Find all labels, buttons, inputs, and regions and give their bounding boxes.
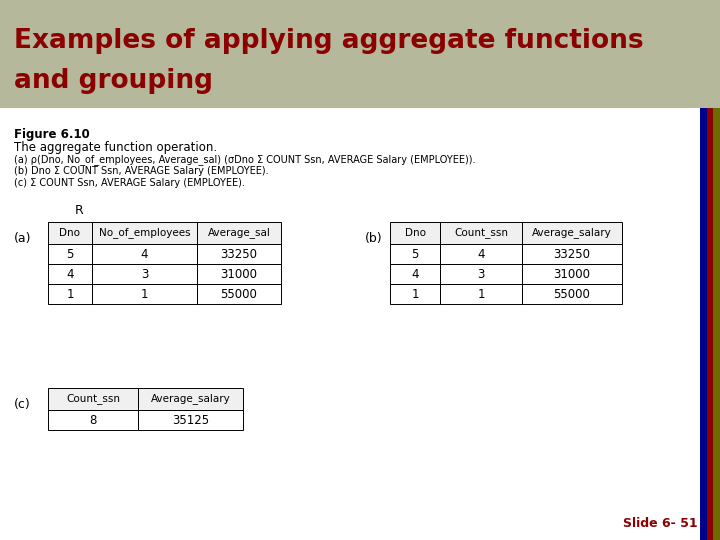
Text: 33250: 33250 [220,247,258,260]
Bar [390,222,440,244]
Text: 1: 1 [140,287,148,300]
Bar [48,222,92,244]
Bar [197,284,281,304]
Bar [522,222,622,244]
Bar [0,0,720,108]
Text: Count_ssn: Count_ssn [66,394,120,404]
Bar [138,410,243,430]
Bar [92,244,197,264]
Bar [197,244,281,264]
Text: 35125: 35125 [172,414,209,427]
Bar [390,244,440,264]
Bar [92,264,197,284]
Text: (c) Σ COUNT Ssn, AVERAGE Salary (EMPLOYEE).: (c) Σ COUNT Ssn, AVERAGE Salary (EMPLOYE… [14,178,245,188]
Bar [48,244,92,264]
Text: 5: 5 [66,247,73,260]
Bar [390,264,440,284]
Text: 4: 4 [411,267,419,280]
Bar [48,284,92,304]
Text: Average_salary: Average_salary [150,394,230,404]
Text: Slide 6- 51: Slide 6- 51 [624,517,698,530]
Text: 1: 1 [411,287,419,300]
Text: 1: 1 [477,287,485,300]
Text: Figure 6.10: Figure 6.10 [14,128,90,141]
Text: 8: 8 [89,414,96,427]
Bar [92,222,197,244]
Bar [522,244,622,264]
Text: 4: 4 [477,247,485,260]
Text: 31000: 31000 [554,267,590,280]
Bar [48,264,92,284]
Text: Dno: Dno [60,228,81,238]
Bar [706,108,714,540]
Bar [440,222,522,244]
Text: (a): (a) [14,232,32,245]
Text: Average_sal: Average_sal [207,227,271,239]
Text: (b) Dno Σ COUNT Ssn, AVERAGE Salary (EMPLOYEE).: (b) Dno Σ COUNT Ssn, AVERAGE Salary (EMP… [14,166,269,176]
Bar [390,284,440,304]
Bar [197,264,281,284]
Bar [522,284,622,304]
Text: No_of_employees: No_of_employees [99,227,190,239]
Text: The aggregate function operation.: The aggregate function operation. [14,141,217,154]
Text: 33250: 33250 [554,247,590,260]
Text: 31000: 31000 [220,267,258,280]
Text: R: R [75,204,84,217]
Text: (a) ρ(Dno, No_of_employees, Average_sal) (σDno Σ COUNT Ssn, AVERAGE Salary (EMPL: (a) ρ(Dno, No_of_employees, Average_sal)… [14,154,475,165]
Bar [714,108,720,540]
Text: 3: 3 [477,267,485,280]
Bar [522,264,622,284]
Bar [48,388,138,410]
Text: and grouping: and grouping [14,68,213,94]
Bar [440,244,522,264]
Text: 1: 1 [66,287,73,300]
Text: Count_ssn: Count_ssn [454,227,508,239]
Text: Average_salary: Average_salary [532,227,612,239]
Text: 3: 3 [141,267,148,280]
Text: 55000: 55000 [554,287,590,300]
Bar [138,388,243,410]
Bar [700,108,706,540]
Text: 4: 4 [66,267,73,280]
Bar [440,284,522,304]
Bar [92,284,197,304]
Bar [440,264,522,284]
Text: (c): (c) [14,398,31,411]
Text: Dno: Dno [405,228,426,238]
Bar [48,410,138,430]
Bar [197,222,281,244]
Text: 55000: 55000 [220,287,258,300]
Text: Examples of applying aggregate functions: Examples of applying aggregate functions [14,28,644,54]
Text: 4: 4 [140,247,148,260]
Text: (b): (b) [365,232,382,245]
Text: 5: 5 [411,247,419,260]
